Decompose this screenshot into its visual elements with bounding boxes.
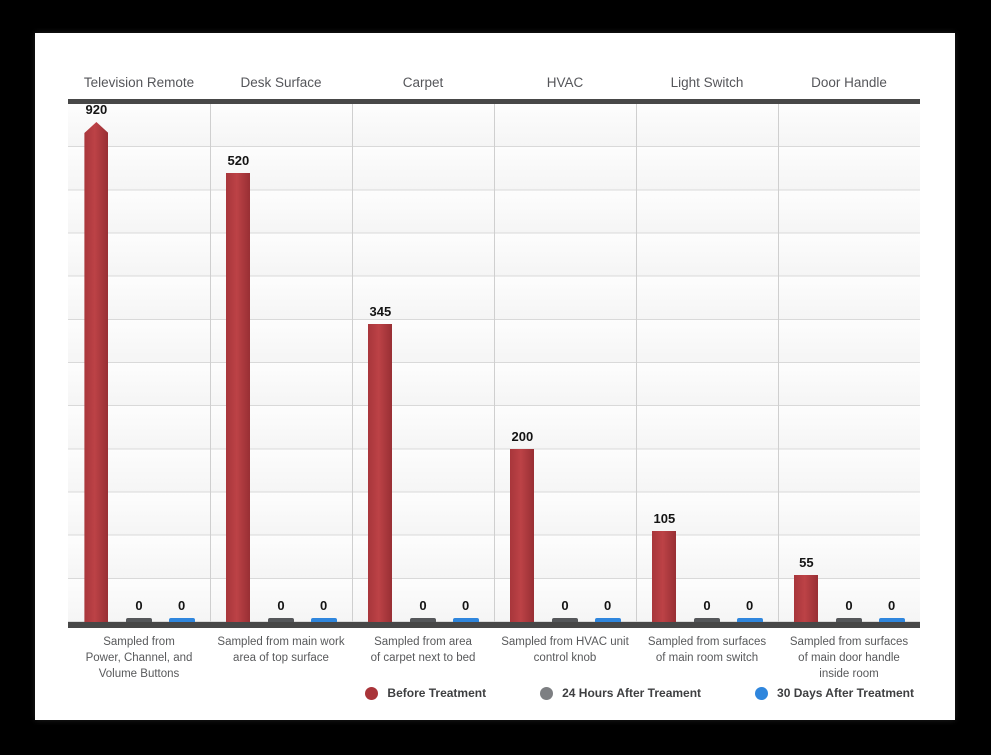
chart-legend: Before Treatment 24 Hours After Treament 3… [68,683,920,703]
bar-value-label: 0 [277,598,285,613]
bar-value-label: 105 [653,511,676,527]
column-separator [778,104,779,622]
zero-bar [310,618,337,622]
zero-bar [268,618,294,622]
legend-label: 30 Days After Treatment [777,686,914,700]
bar-value-label: 0 [461,598,470,613]
bar-value-label: 0 [703,598,711,613]
zero-bar [126,618,152,622]
column-caption: Sampled from HVAC unit control knob [501,636,629,664]
bar-value-label: 0 [419,598,427,613]
legend-item: 24 Hours After Treament [540,686,701,700]
zero-bar [552,618,578,622]
zero-bar [594,618,621,622]
bar-value-label: 920 [85,104,108,117]
column-caption: Sampled from area of carpet next to bed [370,636,476,664]
legend-dot-icon [365,686,379,700]
zero-bar [452,618,479,622]
column-header: HVAC [546,75,584,90]
column-separator [636,104,637,622]
column-separator [494,104,495,622]
bar-value-label: 345 [369,304,392,320]
value-bar [226,173,251,622]
zero-bar [736,618,763,622]
column-header: Desk Surface [240,75,322,90]
chart-card: Television Remote Desk Surface Carpet HVAC L… [35,33,955,720]
bar-value-label: 0 [135,598,143,613]
column-caption: Sampled from surfaces of main door handl… [789,636,909,680]
value-bar [794,574,819,622]
bar-value-label: 0 [561,598,569,613]
column-headers: Television Remote Desk Surface Carpet HVAC L… [68,75,920,95]
value-bar [652,531,677,622]
column-header: Carpet [402,75,444,90]
legend-label: Before Treatment [387,686,487,700]
column-header: Television Remote [83,75,195,90]
column-caption: Sampled from main work area of top surfa… [217,636,345,664]
bar-value-label: 0 [319,598,328,613]
legend-dot-icon [540,686,554,700]
column-header: Light Switch [670,75,744,90]
column-caption: Sampled from surfaces of main room switc… [647,636,767,664]
header-divider-rule [68,99,920,104]
zero-bar [694,618,720,622]
baseline-rule [68,622,920,628]
column-separator [352,104,353,622]
legend-dot-icon [755,686,769,700]
plot-area: 920 0 0 520 0 0 345 0 0 200 0 0 105 0 0 55 0 0 [68,104,920,622]
value-bar [84,122,109,622]
column-captions: Sampled from Power, Channel, and Volume … [68,635,920,683]
bar-value-label: 520 [227,153,250,169]
bar-value-label: 0 [603,598,612,613]
legend-label: 24 Hours After Treament [562,686,702,700]
column-separator [210,104,211,622]
bar-value-label: 55 [799,554,814,570]
zero-bar [168,618,195,622]
bar-value-label: 0 [745,598,754,613]
bar-value-label: 0 [845,598,853,613]
bar-value-label: 200 [511,429,534,445]
column-caption: Sampled from Power, Channel, and Volume … [85,636,193,680]
value-bar [368,324,393,622]
legend-item: 30 Days After Treatment [755,686,914,700]
zero-bar [878,618,905,622]
zero-bar [836,618,862,622]
bar-value-label: 0 [887,598,896,613]
value-bar [510,449,535,622]
column-header: Door Handle [811,75,887,90]
legend-item: Before Treatment [365,686,486,700]
zero-bar [410,618,436,622]
bar-value-label: 0 [177,598,186,613]
